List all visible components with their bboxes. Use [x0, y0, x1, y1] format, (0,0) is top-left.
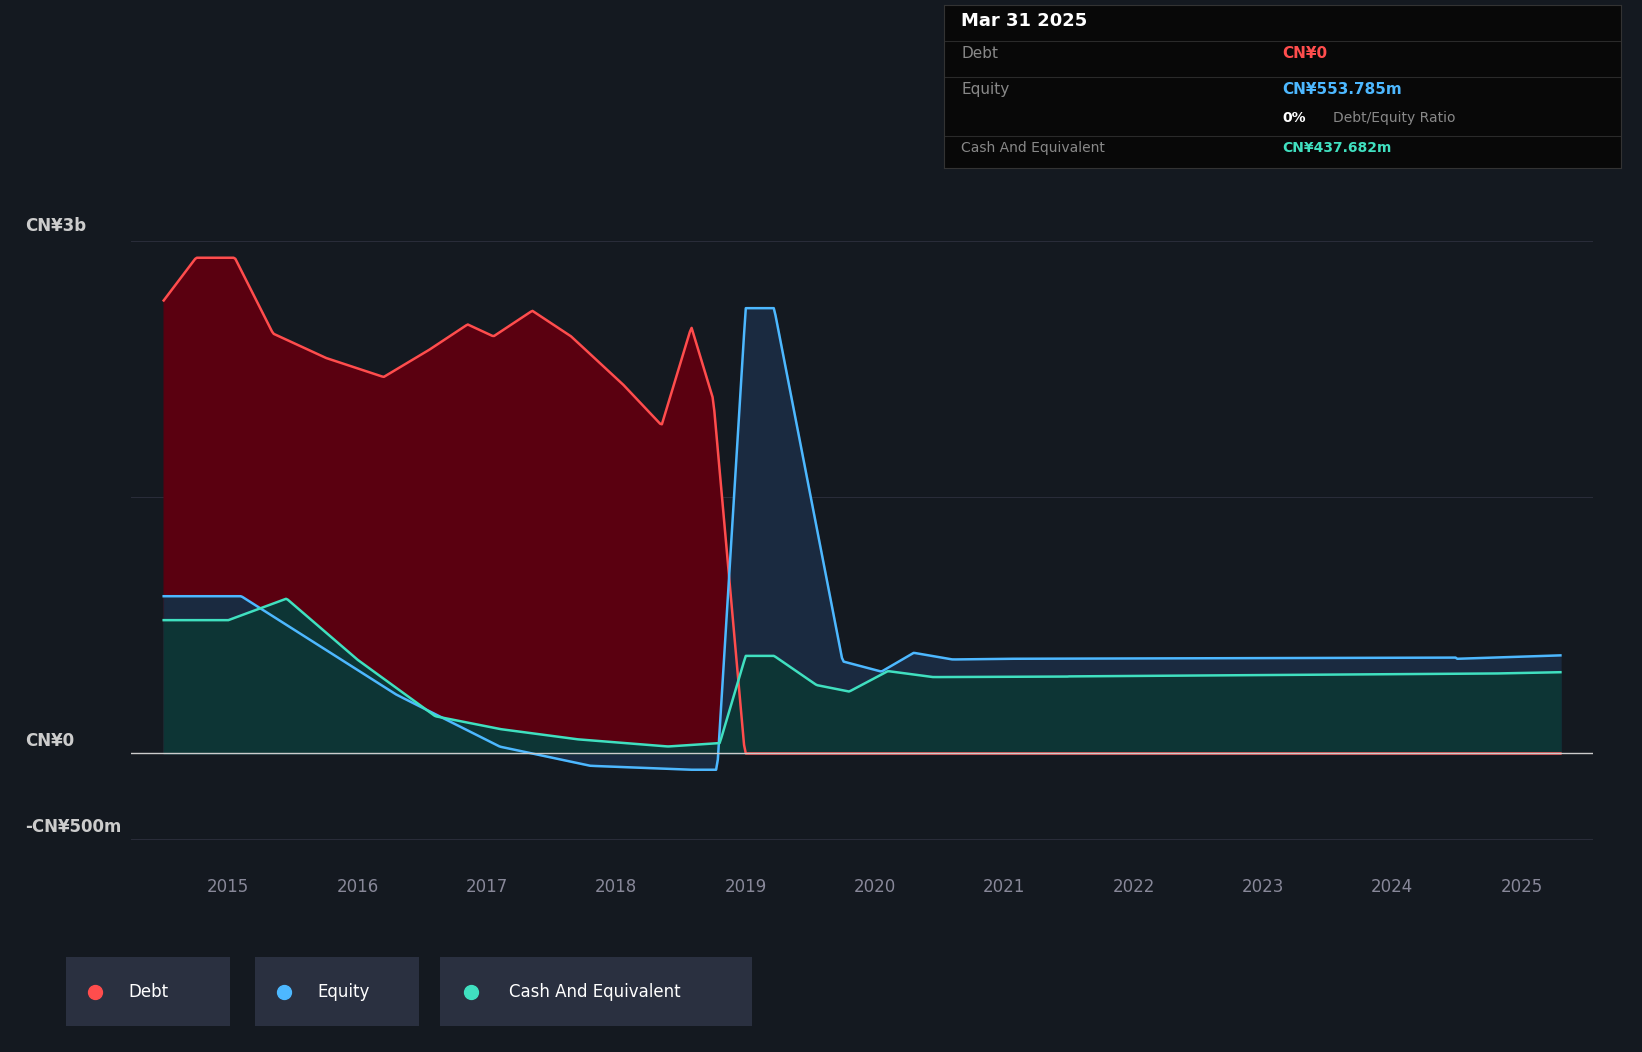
Text: Cash And Equivalent: Cash And Equivalent [961, 141, 1105, 155]
Text: Equity: Equity [961, 82, 1010, 97]
Text: CN¥0: CN¥0 [1282, 46, 1327, 61]
Text: CN¥437.682m: CN¥437.682m [1282, 141, 1392, 155]
Text: Debt/Equity Ratio: Debt/Equity Ratio [1333, 112, 1456, 125]
Text: Equity: Equity [317, 983, 369, 1000]
Text: CN¥553.785m: CN¥553.785m [1282, 82, 1402, 97]
Text: Cash And Equivalent: Cash And Equivalent [509, 983, 680, 1000]
Text: CN¥0: CN¥0 [25, 732, 74, 750]
Text: CN¥3b: CN¥3b [25, 218, 85, 236]
Text: Debt: Debt [961, 46, 998, 61]
Text: 0%: 0% [1282, 112, 1305, 125]
Text: Debt: Debt [128, 983, 167, 1000]
Text: Mar 31 2025: Mar 31 2025 [961, 12, 1087, 29]
Text: -CN¥500m: -CN¥500m [25, 817, 122, 835]
